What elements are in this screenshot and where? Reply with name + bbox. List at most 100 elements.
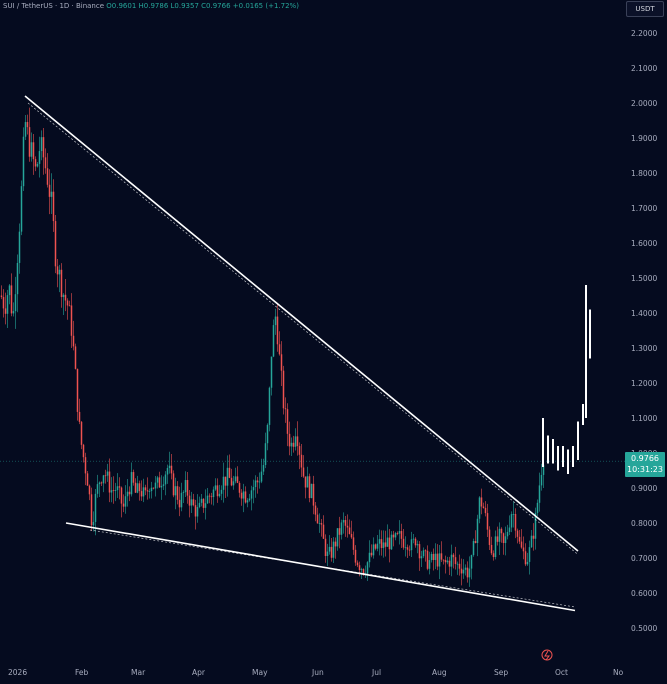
projection-bar: [589, 309, 591, 359]
y-tick-label: 2.2000: [631, 29, 657, 38]
candle-body: [438, 553, 441, 567]
candle-body: [240, 492, 243, 499]
candle-body: [178, 499, 181, 508]
candle-body: [396, 533, 399, 534]
candle-body: [64, 294, 67, 301]
candle-body: [292, 442, 295, 447]
x-tick-label: Apr: [192, 668, 206, 677]
candle-body: [250, 490, 253, 499]
candle-body: [380, 539, 383, 548]
candle-body: [422, 550, 425, 557]
candle-body: [84, 457, 87, 474]
y-tick-label: 1.3000: [631, 344, 657, 353]
candle-body: [416, 544, 419, 546]
candle-body: [260, 471, 263, 482]
candle-body: [508, 527, 511, 532]
high-value: H0.9786: [138, 2, 169, 10]
candle-body: [36, 163, 39, 167]
candle-body: [226, 467, 229, 486]
candle-body: [476, 518, 479, 543]
candle-body: [170, 465, 173, 474]
candle-body: [154, 482, 157, 489]
candle-body: [186, 480, 189, 496]
candle-body: [272, 325, 275, 357]
candle-body: [428, 560, 431, 569]
candle-body: [248, 498, 251, 501]
candle-body: [474, 541, 477, 543]
candle-body: [116, 486, 119, 491]
candle-body: [344, 520, 347, 526]
candle-body: [160, 485, 163, 488]
x-tick-label: Aug: [432, 668, 447, 677]
x-tick-label: May: [252, 668, 268, 677]
candle-body: [440, 553, 443, 560]
candle-body: [56, 266, 59, 275]
candle-body: [80, 421, 83, 445]
candle-body: [526, 561, 529, 565]
candle-body: [528, 547, 531, 562]
candle-body: [354, 549, 357, 563]
y-tick-label: 0.5000: [631, 624, 657, 633]
candle-body: [168, 465, 171, 469]
candle-body: [284, 408, 287, 410]
y-tick-label: 2.0000: [631, 99, 657, 108]
last-price-label: 0.9766 10:31:23: [625, 452, 665, 477]
candle-body: [530, 535, 533, 548]
candle-body: [214, 485, 217, 490]
candle-body: [418, 544, 421, 559]
x-tick-label: Feb: [75, 668, 89, 677]
candle-body: [494, 536, 497, 558]
candle-body: [424, 550, 427, 552]
candle-body: [244, 491, 247, 503]
candle-body: [14, 294, 17, 312]
candle-body: [140, 491, 143, 497]
candle-body: [348, 527, 351, 534]
candle-body: [126, 491, 129, 497]
candle-body: [368, 552, 371, 563]
y-tick-label: 2.1000: [631, 64, 657, 73]
candle-body: [536, 502, 539, 513]
candle-body: [152, 487, 155, 489]
candle-body: [50, 191, 53, 197]
candle-body: [364, 573, 367, 574]
candle-body: [164, 474, 167, 485]
y-tick-label: 1.6000: [631, 239, 657, 248]
candle-body: [224, 476, 227, 486]
candle-body: [58, 269, 61, 275]
candle-body: [228, 467, 231, 478]
candle-body: [366, 562, 369, 574]
trendline-lower-support-dashed: [89, 529, 576, 608]
candle-body: [406, 547, 409, 550]
candle-body: [450, 554, 453, 567]
candle-body: [62, 294, 65, 298]
candle-body: [504, 536, 507, 544]
candle-body: [98, 482, 101, 485]
candle-body: [400, 531, 403, 539]
candle-body: [198, 502, 201, 508]
candle-body: [340, 522, 343, 535]
candle-body: [254, 480, 257, 488]
y-tick-label: 1.2000: [631, 379, 657, 388]
candle-body: [256, 480, 259, 483]
candle-body: [246, 500, 249, 503]
currency-badge[interactable]: USDT: [626, 1, 664, 17]
candle-body: [346, 525, 349, 528]
candle-body: [34, 159, 37, 167]
candle-body: [172, 473, 175, 496]
candle-body: [522, 547, 525, 552]
candle-body: [44, 157, 47, 169]
open-value: O0.9601: [106, 2, 137, 10]
candle-body: [166, 468, 169, 475]
candle-body: [332, 541, 335, 558]
candle-body: [336, 528, 339, 547]
y-tick-label: 0.8000: [631, 519, 657, 528]
candle-body: [496, 536, 499, 542]
candle-body: [76, 368, 79, 412]
candle-body: [38, 151, 41, 164]
candle-body: [514, 513, 517, 531]
candle-body: [356, 562, 359, 566]
candle-body: [524, 551, 527, 565]
candle-body: [88, 485, 91, 495]
